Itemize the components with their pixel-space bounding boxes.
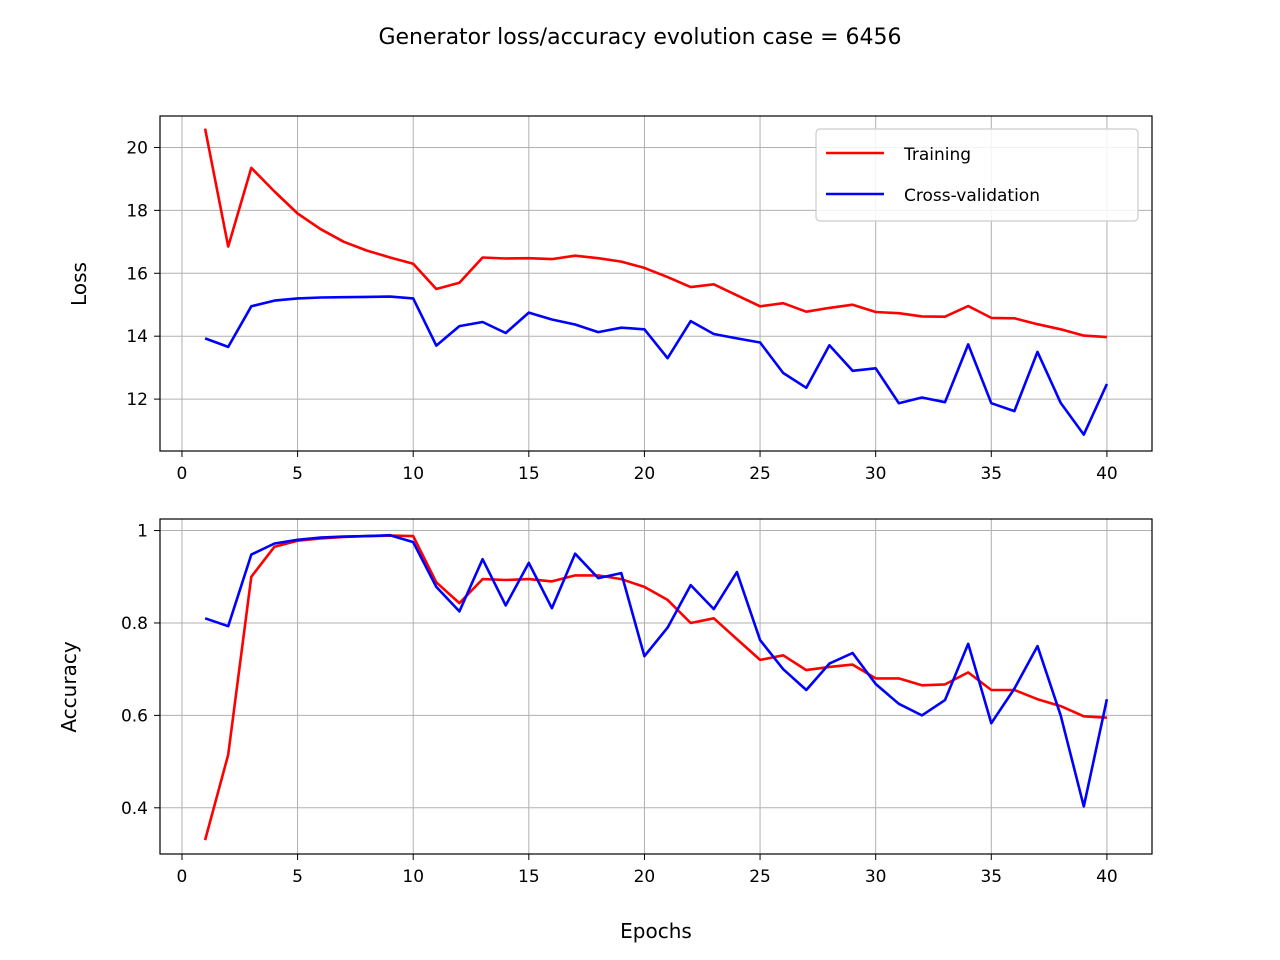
loss-xtick-label-2: 10 — [402, 464, 424, 484]
accuracy-xtick-label-2: 10 — [402, 867, 424, 887]
loss-xtick-label-5: 25 — [749, 464, 771, 484]
loss-xtick-label-3: 15 — [518, 464, 540, 484]
loss-xtick-label-0: 0 — [177, 464, 188, 484]
loss-plot-frame — [159, 115, 1153, 452]
x-axis-label: Epochs — [620, 919, 692, 943]
accuracy-xtick-label-7: 35 — [980, 867, 1002, 887]
loss-legend: Training Cross-validation — [815, 128, 1139, 222]
accuracy-y-axis-label: Accuracy — [57, 641, 81, 732]
accuracy-xtick-label-3: 15 — [518, 867, 540, 887]
loss-y-axis-label: Loss — [67, 262, 91, 306]
accuracy-lines — [203, 533, 1109, 841]
loss-xtick-label-1: 5 — [292, 464, 303, 484]
loss-xtick-label-6: 30 — [865, 464, 887, 484]
accuracy-series-training — [203, 534, 1107, 841]
loss-chart: 0 5 10 15 20 25 30 35 40 12 14 16 18 20 Loss Training… — [67, 115, 1153, 484]
accuracy-chart: 0 5 10 15 20 25 30 35 40 0.4 0.6 0.8 1 Accuracy Epoc… — [57, 518, 1153, 943]
accuracy-ytick-label-0: 0.4 — [121, 799, 148, 819]
loss-ytick-label-0: 12 — [126, 390, 148, 410]
accuracy-series-cross-validation — [204, 533, 1109, 808]
loss-xtick-label-8: 40 — [1096, 464, 1118, 484]
loss-series-cross-validation — [204, 295, 1109, 436]
loss-ytick-label-1: 14 — [126, 327, 148, 347]
loss-legend-label-1: Cross-validation — [904, 186, 1040, 206]
loss-ytick-label-3: 18 — [126, 201, 148, 221]
loss-xtick-label-4: 20 — [634, 464, 656, 484]
accuracy-xtick-label-5: 25 — [749, 867, 771, 887]
figure-title: Generator loss/accuracy evolution case =… — [378, 25, 901, 50]
loss-legend-box — [815, 128, 1139, 222]
accuracy-xtick-label-4: 20 — [634, 867, 656, 887]
loss-lines — [203, 128, 1109, 436]
accuracy-grid — [160, 519, 1152, 854]
loss-legend-label-0: Training — [903, 145, 971, 165]
accuracy-xtick-label-0: 0 — [177, 867, 188, 887]
accuracy-xtick-label-1: 5 — [292, 867, 303, 887]
accuracy-xtick-label-8: 40 — [1096, 867, 1118, 887]
accuracy-plot-frame — [159, 518, 1153, 855]
loss-ytick-label-4: 20 — [126, 138, 148, 158]
loss-ticks: 0 5 10 15 20 25 30 35 40 12 14 16 18 20 — [126, 138, 1117, 484]
accuracy-ticks: 0 5 10 15 20 25 30 35 40 0.4 0.6 0.8 1 — [121, 522, 1118, 887]
accuracy-ytick-label-2: 0.8 — [121, 614, 148, 634]
accuracy-ytick-label-3: 1 — [137, 522, 148, 542]
loss-xtick-label-7: 35 — [980, 464, 1002, 484]
accuracy-ytick-label-1: 0.6 — [121, 706, 148, 726]
loss-series-training — [203, 128, 1107, 339]
accuracy-xtick-label-6: 30 — [865, 867, 887, 887]
loss-ytick-label-2: 16 — [126, 264, 148, 284]
